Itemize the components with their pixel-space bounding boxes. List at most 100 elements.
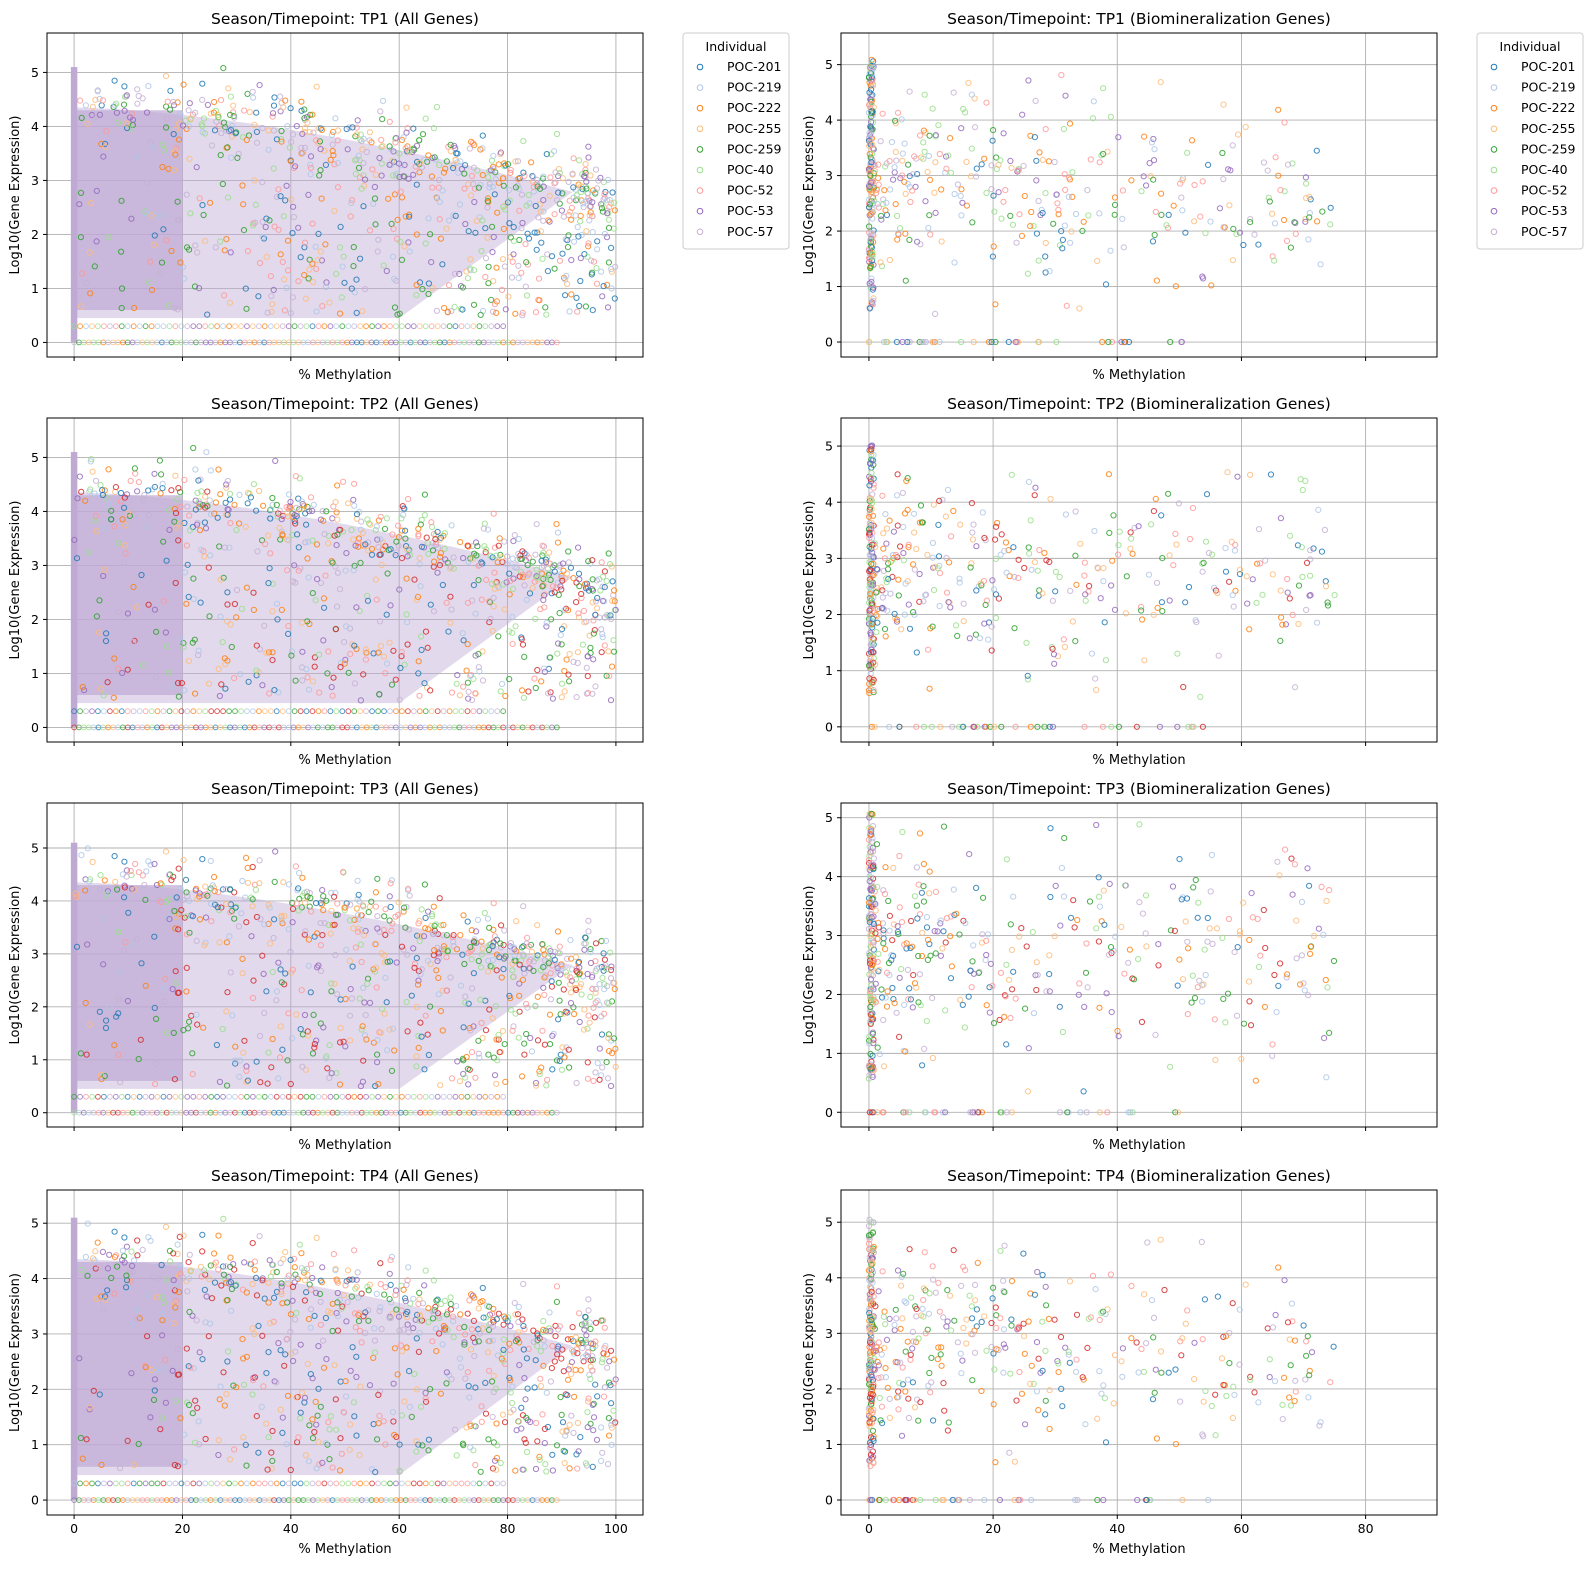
data-point bbox=[383, 999, 390, 1006]
data-point bbox=[477, 996, 484, 1003]
data-point bbox=[398, 649, 405, 656]
data-point bbox=[327, 323, 334, 330]
data-point bbox=[358, 185, 365, 192]
data-point bbox=[1110, 512, 1117, 519]
data-point bbox=[866, 690, 873, 697]
data-point bbox=[105, 500, 112, 508]
data-point bbox=[1006, 976, 1013, 983]
data-point bbox=[601, 230, 609, 238]
data-point bbox=[1205, 161, 1212, 168]
data-point bbox=[880, 927, 887, 934]
data-point bbox=[256, 857, 263, 864]
data-point bbox=[866, 1063, 873, 1070]
data-point bbox=[1194, 914, 1201, 921]
data-point bbox=[162, 629, 169, 636]
data-point bbox=[1010, 544, 1017, 551]
data-point bbox=[1155, 941, 1162, 948]
data-point bbox=[1287, 244, 1295, 251]
data-point bbox=[878, 986, 885, 993]
data-point bbox=[208, 900, 215, 907]
data-point bbox=[1244, 600, 1251, 607]
data-point bbox=[269, 494, 276, 502]
data-point bbox=[463, 667, 470, 674]
data-point bbox=[353, 276, 360, 283]
data-point bbox=[1020, 162, 1027, 169]
data-point bbox=[244, 1093, 250, 1100]
y-tick-label: 2 bbox=[31, 999, 39, 1014]
data-point bbox=[339, 1093, 346, 1100]
data-point bbox=[111, 655, 118, 662]
data-point bbox=[381, 1093, 387, 1100]
data-point bbox=[1143, 182, 1150, 189]
data-point bbox=[1314, 619, 1321, 626]
data-point bbox=[346, 957, 353, 965]
data-point bbox=[357, 708, 364, 715]
data-point bbox=[874, 613, 881, 620]
data-point bbox=[387, 602, 394, 609]
data-point bbox=[536, 297, 543, 304]
data-point bbox=[529, 584, 536, 592]
data-point bbox=[891, 610, 898, 618]
data-point bbox=[942, 169, 949, 176]
data-point bbox=[321, 1093, 328, 1100]
data-point bbox=[422, 708, 429, 715]
data-point bbox=[883, 199, 890, 206]
data-point bbox=[588, 271, 595, 278]
data-point bbox=[970, 942, 977, 949]
data-point bbox=[322, 241, 329, 248]
data-point bbox=[418, 1033, 425, 1040]
data-point bbox=[308, 908, 315, 915]
data-point bbox=[331, 980, 338, 987]
points-tp2-bio bbox=[865, 442, 1338, 730]
data-point bbox=[966, 635, 973, 642]
data-point bbox=[410, 708, 417, 715]
data-point bbox=[477, 311, 484, 318]
data-point bbox=[375, 708, 382, 715]
data-point bbox=[283, 284, 290, 292]
data-point bbox=[378, 1005, 386, 1012]
data-point bbox=[100, 961, 107, 968]
data-point bbox=[1079, 227, 1086, 234]
data-point bbox=[573, 694, 580, 701]
data-point bbox=[332, 889, 339, 897]
data-point bbox=[231, 600, 238, 608]
data-point bbox=[511, 532, 518, 539]
data-point bbox=[605, 550, 612, 557]
data-point bbox=[874, 1044, 881, 1051]
data-point bbox=[185, 657, 192, 665]
data-point bbox=[165, 669, 172, 676]
data-point bbox=[1080, 1088, 1087, 1095]
data-point bbox=[1108, 723, 1115, 730]
data-point bbox=[121, 894, 128, 901]
data-point bbox=[1055, 206, 1062, 213]
data-point bbox=[870, 946, 877, 953]
data-point bbox=[377, 513, 384, 520]
data-point bbox=[177, 259, 184, 266]
data-point bbox=[243, 1078, 250, 1086]
data-point bbox=[242, 523, 249, 531]
data-point bbox=[1046, 268, 1053, 275]
data-point bbox=[1302, 218, 1309, 225]
data-point bbox=[282, 970, 289, 977]
data-point bbox=[540, 596, 547, 604]
data-point bbox=[357, 136, 364, 143]
data-point bbox=[928, 723, 935, 730]
data-point bbox=[465, 1000, 472, 1007]
data-point bbox=[519, 687, 526, 694]
data-point bbox=[600, 950, 607, 957]
data-point bbox=[522, 283, 529, 290]
data-point bbox=[580, 607, 588, 615]
data-point bbox=[192, 242, 199, 249]
data-point bbox=[592, 598, 600, 605]
data-point bbox=[199, 96, 206, 104]
data-point bbox=[1075, 991, 1082, 998]
data-point bbox=[491, 1072, 499, 1079]
data-point bbox=[1012, 995, 1019, 1002]
data-point bbox=[1219, 149, 1226, 157]
data-point bbox=[910, 609, 917, 616]
data-point bbox=[428, 173, 435, 180]
data-point bbox=[297, 1026, 304, 1033]
data-point bbox=[504, 161, 512, 168]
data-point bbox=[1135, 956, 1142, 963]
data-point bbox=[179, 122, 187, 129]
